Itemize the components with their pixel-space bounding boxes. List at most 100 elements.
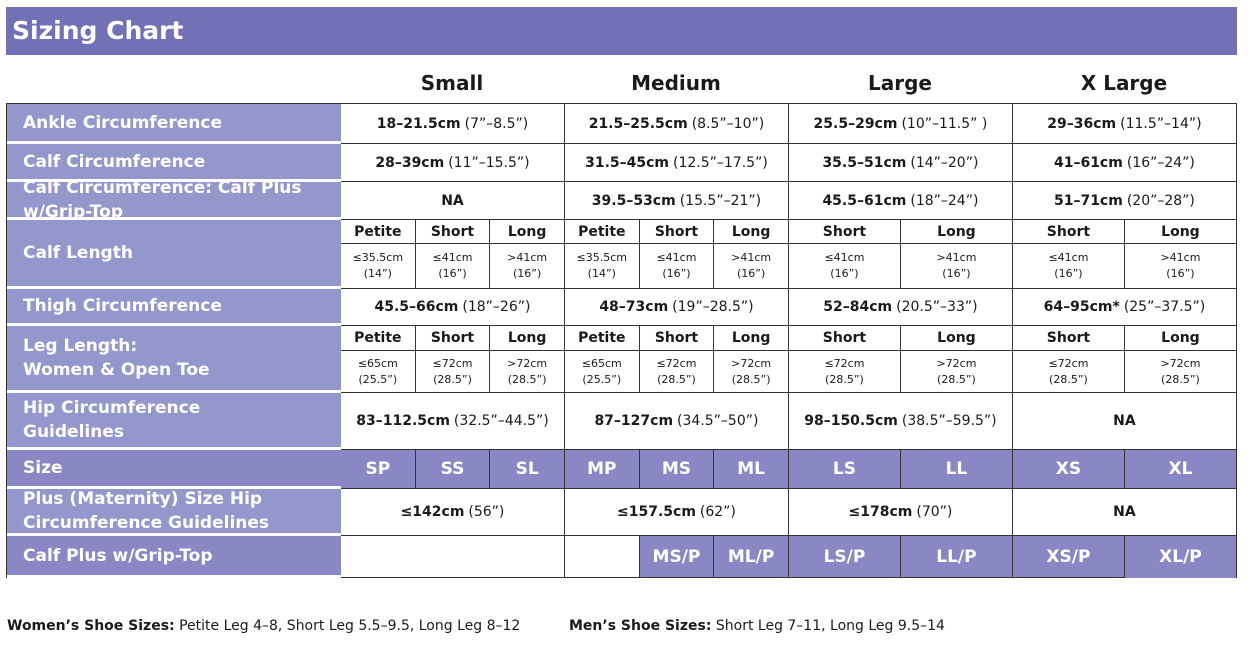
value-text: 41–61cm (16”–24”) [1054,155,1195,171]
value-text: 51–71cm (20”–28”) [1054,193,1195,209]
value-text: 39.5–53cm (15.5”–21”) [592,193,761,209]
value-cell: 87–127cm (34.5”–50”) [564,393,789,450]
size-code-cell: SP [341,450,416,489]
value-cm: 45.5–66cm [374,299,459,315]
value-text: 45.5–61cm (18”–24”) [822,193,978,209]
value-text: ≤178cm (70”) [849,504,953,520]
length-cell: >41cm (16”) [1124,244,1237,289]
value-text: ≤157.5cm (62”) [617,504,736,520]
row-label-calf: Calf Circumference [7,144,341,182]
length-cell: ≤65cm (25.5”) [564,351,640,393]
value-inches: (62”) [699,504,736,520]
grip-top-size-cell: LS/P [788,536,901,578]
length-cell: >72cm (28.5”) [490,351,565,393]
men-shoe-sizes: Men’s Shoe Sizes: Short Leg 7–11, Long L… [569,618,945,634]
length-cell: >41cm (16”) [490,244,565,289]
value-text: 35.5–51cm (14”–20”) [822,155,978,171]
value-cell: 98–150.5cm (38.5”–59.5”) [788,393,1013,450]
length-line: ≤35.5cm [576,251,628,264]
row-label-calf_plus: Calf Circumference: Calf Plus w/Grip-Top [7,178,341,222]
row-label-line: Guidelines [23,422,124,442]
grip-top-size-cell: XS/P [1012,536,1125,578]
size-code-cell: XL [1124,450,1237,489]
value-cm: 41–61cm [1053,154,1123,171]
value-text: 83–112.5cm (32.5”–44.5”) [356,413,548,429]
length-line: (28.5”) [1161,372,1200,386]
value-text: 64–95cm* (25”–37.5”) [1044,299,1206,315]
value-cell: 25.5–29cm (10”–11.5” ) [788,104,1013,144]
length-line: (28.5”) [825,372,864,386]
length-cell: ≤72cm (28.5”) [788,351,901,393]
value-inches: (32.5”–44.5”) [453,413,549,429]
value-inches: (56”) [468,504,505,520]
subheader-cell: Short [1012,220,1125,244]
length-line: ≤72cm [432,356,473,370]
value-inches: (19”–28.5”) [672,299,754,315]
sizing-table: Ankle Circumference 18–21.5cm (7”–8.5”) 21.… [6,103,1237,578]
row-label-plus_hip: Plus (Maternity) Size Hip Circumference G… [7,489,341,536]
value-inches: (18”–26”) [462,299,531,315]
value-text: 31.5–45cm (12.5”–17.5”) [585,155,768,171]
subheader-cell: Petite [564,220,640,244]
value-cell: 45.5–61cm (18”–24”) [788,182,1013,220]
length-line: ≤41cm [432,251,473,264]
men-shoe-text: Short Leg 7–11, Long Leg 9.5–14 [715,618,945,634]
value-inches: (18”–24”) [910,192,979,209]
length-line: >41cm [1160,251,1201,264]
value-cm: 28–39cm [375,154,445,171]
length-line: ≤65cm [357,356,398,370]
row-label-thigh: Thigh Circumference [7,289,341,326]
subheader-cell: Petite [564,326,640,351]
subheader-cell: Short [788,326,901,351]
value-text: 28–39cm (11”–15.5”) [375,155,529,171]
length-cell: ≤41cm (16”) [788,244,901,289]
subheader-cell: Short [639,220,715,244]
value-text: ≤142cm (56”) [401,504,505,520]
length-cell: ≤72cm (28.5”) [1012,351,1125,393]
length-line: (28.5”) [507,372,547,386]
length-cell: ≤35.5cm (14”) [341,244,416,289]
value-text: 87–127cm (34.5”–50”) [594,413,758,429]
subheader-cell: Long [490,220,565,244]
value-text: NA [1113,413,1136,429]
size-code-cell: SS [415,450,491,489]
length-line: (16”) [736,267,766,280]
length-line: ≤35.5cm [352,251,404,264]
length-line: (16”) [513,267,542,280]
subheader-cell: Long [1124,220,1237,244]
value-cell: 28–39cm (11”–15.5”) [341,144,565,182]
value-inches: (8.5”–10”) [691,115,765,132]
value-cm: 52–84cm [823,299,893,315]
value-cell: NA [1012,393,1237,450]
grip-top-size-cell: ML/P [714,536,789,578]
value-inches: (34.5”–50”) [677,413,759,429]
value-cell: 31.5–45cm (12.5”–17.5”) [564,144,789,182]
empty-cell [564,536,640,578]
value-cm: NA [1113,413,1136,429]
row-label-ankle: Ankle Circumference [7,104,341,144]
value-cm: 21.5–25.5cm [588,115,688,132]
length-line: ≤41cm [1048,251,1089,264]
size-header-small: Small [420,71,484,95]
value-cell: 83–112.5cm (32.5”–44.5”) [341,393,565,450]
row-label-line: Women & Open Toe [23,360,210,380]
value-cm: 64–95cm* [1043,299,1120,315]
size-code-cell: LS [788,450,901,489]
length-line: (28.5”) [1049,372,1088,386]
row-label-line: Plus (Maternity) Size Hip [23,489,263,509]
length-line: ≤41cm [824,251,865,264]
value-cm: ≤142cm [400,504,465,520]
length-line: (14”) [363,267,392,280]
length-cell: >41cm (16”) [714,244,789,289]
length-line: (28.5”) [731,372,771,386]
length-line: ≤72cm [824,356,865,370]
size-code-cell: ML [714,450,789,489]
length-cell: >72cm (28.5”) [714,351,789,393]
subheader-cell: Long [1124,326,1237,351]
subheader-cell: Petite [341,220,416,244]
value-cm: 45.5–61cm [822,192,907,209]
subheader-cell: Short [415,220,491,244]
value-inches: (70”) [916,504,953,520]
value-text: 21.5–25.5cm (8.5”–10”) [589,116,765,132]
row-label-hip: Hip Circumference Guidelines [7,393,341,450]
